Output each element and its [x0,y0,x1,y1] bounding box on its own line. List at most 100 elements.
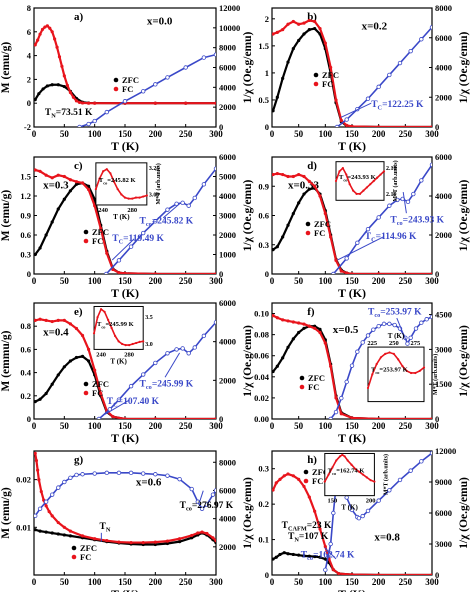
x-tick-label: 200 [372,577,386,587]
x-tick-label: 50 [60,276,70,286]
data-point [34,513,38,519]
data-point [56,485,61,490]
panel-b: 0 50 100 150 200 250 30000.511.520200040006000… [258,3,470,153]
y-tick-label: 0.6 [20,230,31,240]
inset: 240 280 3.00 3.25 T (K) M*T (arb.units) Tco=24… [94,162,162,221]
legend-marker [313,81,319,87]
data-point [397,60,403,66]
series-group [272,18,432,127]
annotation-1-symbol: T [365,232,372,242]
inset-point [361,473,365,476]
data-point [34,98,37,102]
data-point [201,333,207,339]
y2-tick-label: 4000 [219,82,236,92]
legend-label: ZFC [92,227,109,237]
annotation-0-symbol: T [368,308,375,318]
data-point [39,489,43,494]
x-tick-label: 200 [372,129,386,139]
x-tick-label: 200 [372,421,386,431]
y-tick-label: 0.9 [20,211,31,221]
y-tick-label: 0.01 [16,522,31,532]
data-point [140,471,146,476]
y2-tick-label: 1500 [435,379,452,389]
y-tick-label: 0 [27,98,31,108]
data-point [165,541,170,546]
annotation-0-subscript: co [397,220,403,227]
legend-marker [305,221,311,227]
data-point [339,269,343,273]
data-point [74,180,79,184]
annotation-arrow [402,192,407,214]
data-point [105,539,109,543]
y-tick-label: 0.5 [258,95,269,105]
annotation-1-subscript: C [113,401,118,408]
data-point [355,240,360,245]
annotation-arrow [396,317,407,342]
legend-label: FC [92,388,103,398]
data-point [429,25,432,30]
x-tick-label: 50 [294,129,304,139]
annotation-1-subscript: C [119,239,124,246]
data-point [214,101,216,105]
y2-tick-label: 10000 [219,23,240,33]
data-point [411,191,416,197]
data-point [387,72,392,78]
legend-label: FC [92,236,103,246]
y-tick-label: 0.9 [258,181,269,191]
annotation-arrow [111,238,135,261]
y2-tick-label: 3000 [435,344,452,354]
y-tick-label: 0.04 [254,372,270,382]
y2-tick-label: 9000 [435,477,452,487]
inset-point [124,344,127,347]
inset-point [371,373,374,376]
annotation-0-symbol: T [45,108,52,118]
data-point [376,215,381,220]
data-point [318,327,322,331]
data-point [50,220,54,224]
plot-frame [33,450,217,576]
data-point [34,252,37,257]
data-point [186,351,191,356]
data-point [186,203,191,208]
annotation-0: Tco=243.93 K [390,216,444,228]
annotation-0: TC=122.25 K [371,100,424,112]
data-point [201,182,207,187]
data-point [297,172,301,177]
data-point [34,400,37,404]
inset-point [373,480,376,483]
inset-point [369,479,372,482]
data-point [80,472,85,477]
data-point [334,124,340,127]
data-point [180,200,185,206]
annotation-0-symbol: T [282,521,289,531]
data-point [419,178,424,183]
x-tick-label: 100 [319,421,333,431]
data-point [272,557,275,561]
data-point [190,533,194,538]
data-point [74,355,79,360]
inset: 2.10 2.18M*T (arb.units) Tco=243.93 K [334,160,399,202]
data-point [87,359,91,363]
panel-e: 0 50 100 150 200 250 30000.20.40.60.8020004000… [0,298,254,445]
annotation-0-value: =122.25 K [382,100,424,110]
x-tick-label: 250 [179,129,193,139]
annotation-arrow [199,490,204,502]
data-point [323,557,327,561]
data-point [272,369,275,374]
inset-point [365,186,368,189]
annotation-1-subscript: C [371,236,376,243]
data-point [345,271,349,274]
data-point [50,514,54,518]
inset-point [334,179,338,183]
data-point [281,356,285,360]
data-point [37,92,41,96]
annotation-0-symbol: T [140,217,147,227]
inset-annotation-subscript: co [375,370,379,375]
inset-annotation: Tco=245.82 K [99,177,136,186]
inset-x-label: T (K) [110,357,127,365]
data-point [286,552,290,556]
data-point [302,554,306,558]
legend-label: FC [80,552,91,562]
inset-point [375,363,378,366]
